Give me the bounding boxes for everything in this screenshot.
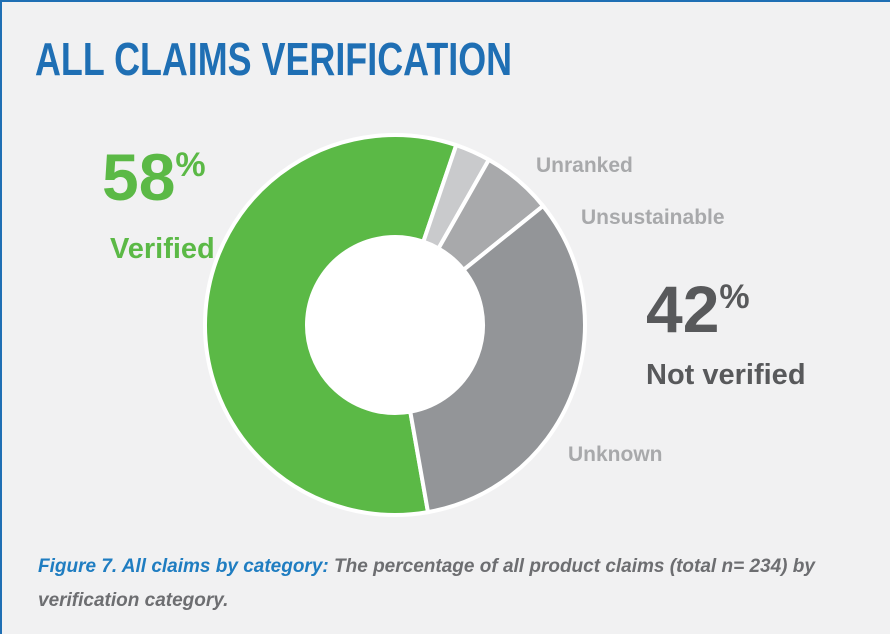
total-label: 58% bbox=[102, 140, 206, 214]
total-unit: % bbox=[719, 278, 749, 316]
caption: Figure 7. All claims by category: The pe… bbox=[38, 550, 818, 618]
chart-title: ALL CLAIMS VERIFICATION bbox=[35, 33, 513, 85]
total-value: 42 bbox=[646, 272, 719, 346]
category-label: Verified bbox=[110, 233, 215, 265]
total-text: Not verified bbox=[646, 359, 806, 391]
donut-hole bbox=[307, 237, 483, 413]
donut bbox=[203, 133, 587, 517]
total-label: 42% bbox=[646, 272, 750, 346]
category-label: Unknown bbox=[568, 443, 663, 466]
caption-text: The percentage of all product claims (to… bbox=[38, 556, 815, 611]
caption-lead: Figure 7. All claims by category: bbox=[38, 556, 329, 577]
category-label: Unsustainable bbox=[581, 206, 725, 229]
category-label: Unranked bbox=[536, 154, 633, 177]
total-value: 58 bbox=[102, 140, 175, 214]
total-unit: % bbox=[175, 146, 205, 184]
